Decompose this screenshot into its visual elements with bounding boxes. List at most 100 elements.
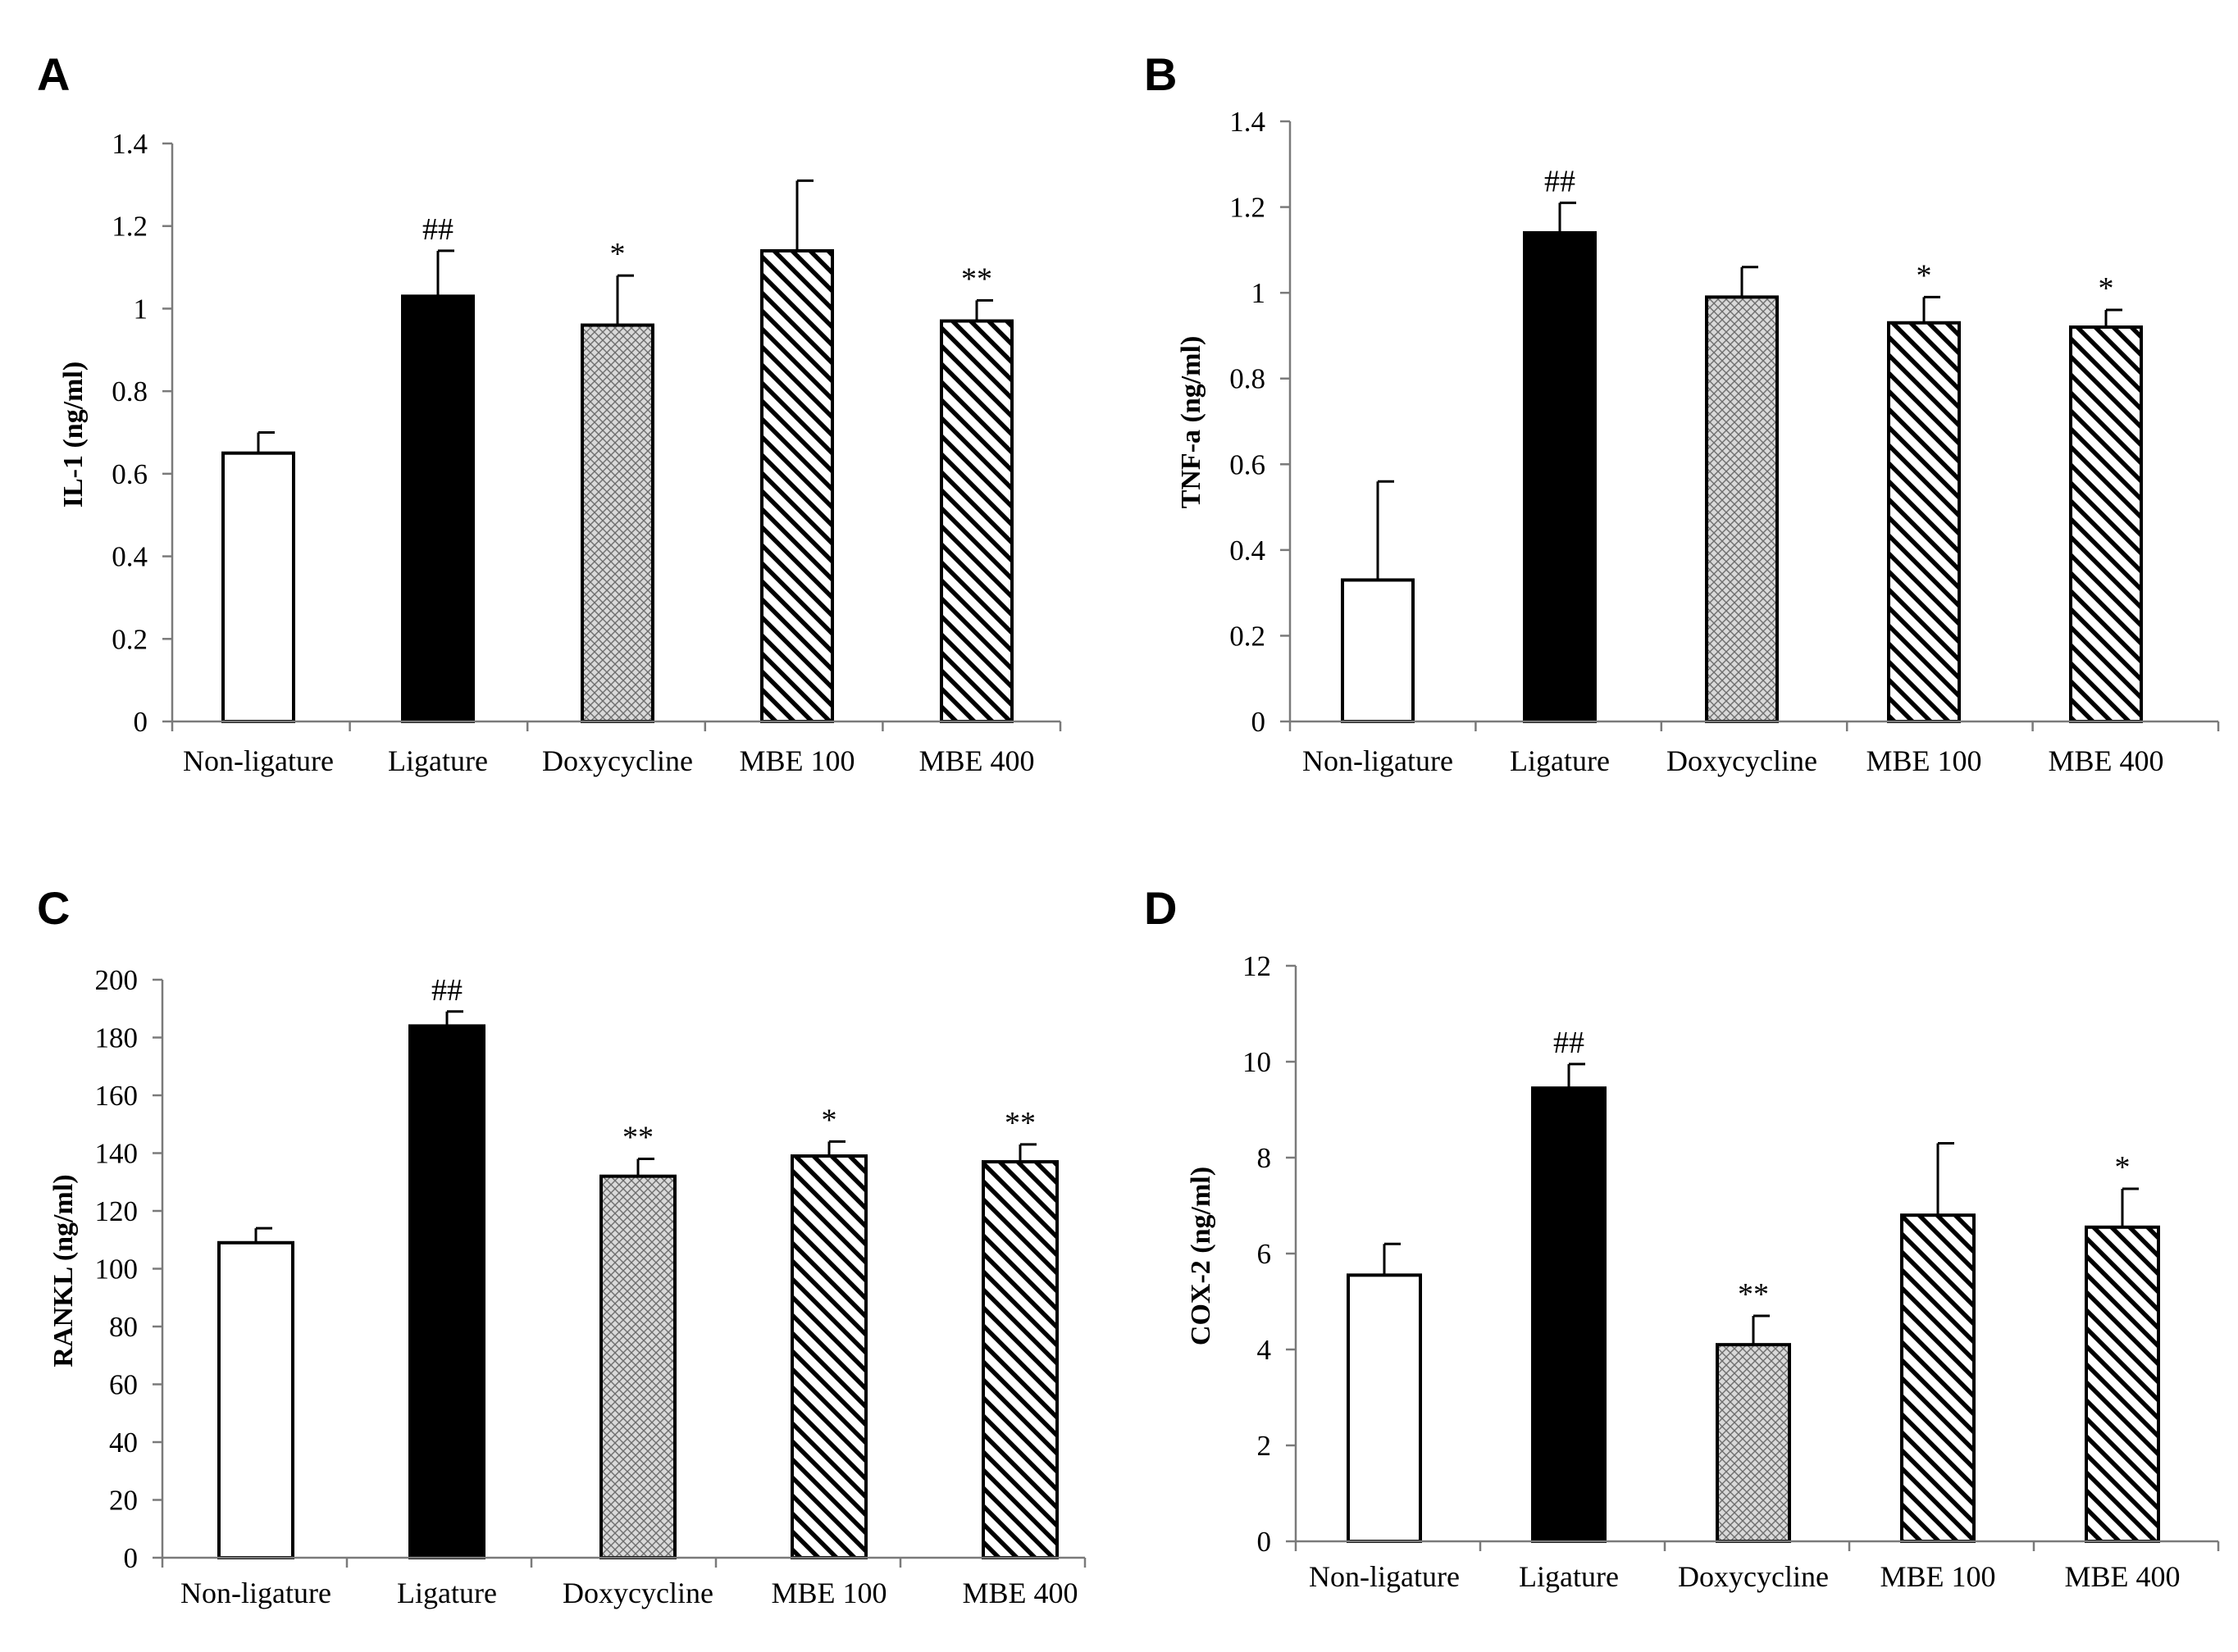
y-axis-title: IL-1 (ng/ml): [58, 362, 89, 508]
y-axis-title: RANKL (ng/ml): [48, 1174, 79, 1367]
significance-mark: *: [610, 237, 626, 271]
y-tick-label: 12: [1242, 950, 1271, 982]
y-tick-label: 140: [95, 1138, 139, 1170]
y-tick-label: 0.8: [112, 375, 148, 407]
bar-ligature: [1523, 230, 1597, 723]
category-label: MBE 100: [739, 744, 855, 777]
y-tick-label: 180: [95, 1022, 139, 1054]
bar-doxycycline: [1705, 295, 1779, 724]
panel-letter: D: [1144, 882, 1177, 934]
y-ticks: 0 0.2 0.4 0.6 0.8 1 1.2 1.4: [112, 128, 172, 738]
category-label: Ligature: [1510, 744, 1610, 777]
category-labels: Non-ligature Ligature Doxycycline MBE 100 MB…: [1302, 744, 2163, 777]
significance-mark: *: [2099, 271, 2114, 306]
y-tick-label: 100: [95, 1254, 139, 1286]
category-label: MBE 400: [2048, 744, 2163, 777]
bar-doxycycline: [599, 1174, 677, 1559]
category-labels: Non-ligature Ligature Doxycycline MBE 100 MB…: [180, 1577, 1078, 1609]
bar-ligature: [408, 1024, 485, 1559]
category-label: Ligature: [388, 744, 488, 777]
y-tick-label: 160: [95, 1080, 139, 1112]
y-tick-label: 40: [109, 1427, 138, 1459]
axes: [171, 143, 1062, 731]
category-label: Doxycycline: [563, 1577, 713, 1609]
significance-mark: ##: [431, 973, 463, 1008]
y-tick-label: 1.4: [1229, 106, 1265, 138]
y-tick-label: 80: [109, 1311, 138, 1343]
y-tick-label: 0.2: [1229, 620, 1265, 652]
significance-mark: **: [961, 262, 992, 296]
y-tick-label: 120: [95, 1195, 139, 1227]
y-tick-label: 6: [1257, 1238, 1272, 1270]
y-tick-label: 0.2: [112, 623, 148, 655]
bar-mbe-100: [791, 1154, 868, 1560]
y-tick-label: 8: [1257, 1142, 1272, 1174]
y-axis-title: COX-2 (ng/ml): [1186, 1167, 1216, 1345]
category-label: MBE 100: [1866, 744, 1981, 777]
significance-mark: ##: [1544, 164, 1575, 198]
y-tick-label: 1.2: [112, 211, 148, 243]
y-tick-label: 10: [1242, 1046, 1271, 1078]
y-tick-label: 60: [109, 1369, 138, 1401]
y-tick-label: 1.4: [112, 128, 148, 160]
bars: ## * *: [1341, 164, 2143, 724]
panel-b: B TNF-a (ng/ml) 0 0.2 0.4 0.6 0.8 1 1.2 1.4 ## *…: [1144, 48, 2220, 777]
significance-mark: *: [822, 1103, 837, 1137]
panel-letter: C: [37, 882, 70, 934]
y-tick-label: 0: [134, 706, 148, 738]
bar-mbe-400: [940, 319, 1014, 723]
panel-a: A IL-1 (ng/ml) 00.20.40.60.811.21.4 ##**…: [37, 48, 1062, 777]
panel-letter: B: [1144, 48, 1177, 100]
y-tick-label: 0: [1251, 706, 1266, 738]
bar-non-ligature: [221, 451, 295, 724]
category-label: Doxycycline: [1678, 1560, 1829, 1593]
category-label: MBE 100: [1880, 1560, 1995, 1593]
panel-letter: A: [37, 48, 70, 100]
category-label: Non-ligature: [1309, 1560, 1460, 1593]
axes: [1294, 966, 2220, 1551]
y-ticks: 0 2 4 6 8 10 12: [1242, 950, 1296, 1558]
bar-doxycycline: [1716, 1343, 1791, 1544]
significance-mark: ##: [1553, 1026, 1584, 1060]
y-tick-label: 1.2: [1229, 192, 1265, 224]
panel-c: C RANKL (ng/ml) 0 20 40 60 80 100 120 140 160 180…: [37, 882, 1087, 1609]
y-tick-label: 0: [1257, 1526, 1272, 1558]
bar-doxycycline: [581, 323, 654, 723]
category-label: Ligature: [1519, 1560, 1619, 1593]
category-label: Non-ligature: [180, 1577, 331, 1609]
bar-non-ligature: [1341, 578, 1415, 724]
bar-non-ligature: [217, 1240, 294, 1560]
category-labels: Non-ligature Ligature Doxycycline MBE 100 MB…: [1309, 1560, 2180, 1593]
category-label: MBE 400: [2064, 1560, 2180, 1593]
significance-mark: *: [1917, 258, 1932, 293]
y-tick-label: 0.6: [112, 458, 148, 490]
y-tick-label: 0.8: [1229, 363, 1265, 395]
category-label: Non-ligature: [183, 744, 334, 777]
bars: ##***: [1347, 1026, 2160, 1544]
bar-mbe-400: [2069, 325, 2143, 723]
bar-mbe-100: [1900, 1213, 1976, 1543]
significance-mark: **: [1005, 1106, 1036, 1140]
bars: ##***: [221, 179, 1014, 724]
bar-mbe-400: [982, 1160, 1059, 1559]
y-tick-label: 2: [1257, 1430, 1272, 1462]
y-tick-label: 0.4: [1229, 535, 1265, 567]
bar-mbe-400: [2085, 1225, 2160, 1543]
y-tick-label: 0.4: [112, 541, 148, 573]
bar-non-ligature: [1347, 1273, 1422, 1543]
significance-mark: *: [2115, 1150, 2131, 1185]
category-label: Doxycycline: [1666, 744, 1817, 777]
category-label: MBE 400: [918, 744, 1034, 777]
y-tick-label: 1: [1251, 277, 1266, 309]
y-tick-label: 0: [124, 1542, 139, 1574]
y-ticks: 0 20 40 60 80 100 120 140 160 180 200: [95, 964, 162, 1574]
category-label: Non-ligature: [1302, 744, 1453, 777]
y-tick-label: 20: [109, 1485, 138, 1517]
category-labels: Non-ligature Ligature Doxycycline MBE 100 MB…: [183, 744, 1034, 777]
category-label: Doxycycline: [542, 744, 693, 777]
axes: [161, 980, 1087, 1568]
bar-mbe-100: [1887, 321, 1961, 723]
category-label: MBE 100: [771, 1577, 887, 1609]
